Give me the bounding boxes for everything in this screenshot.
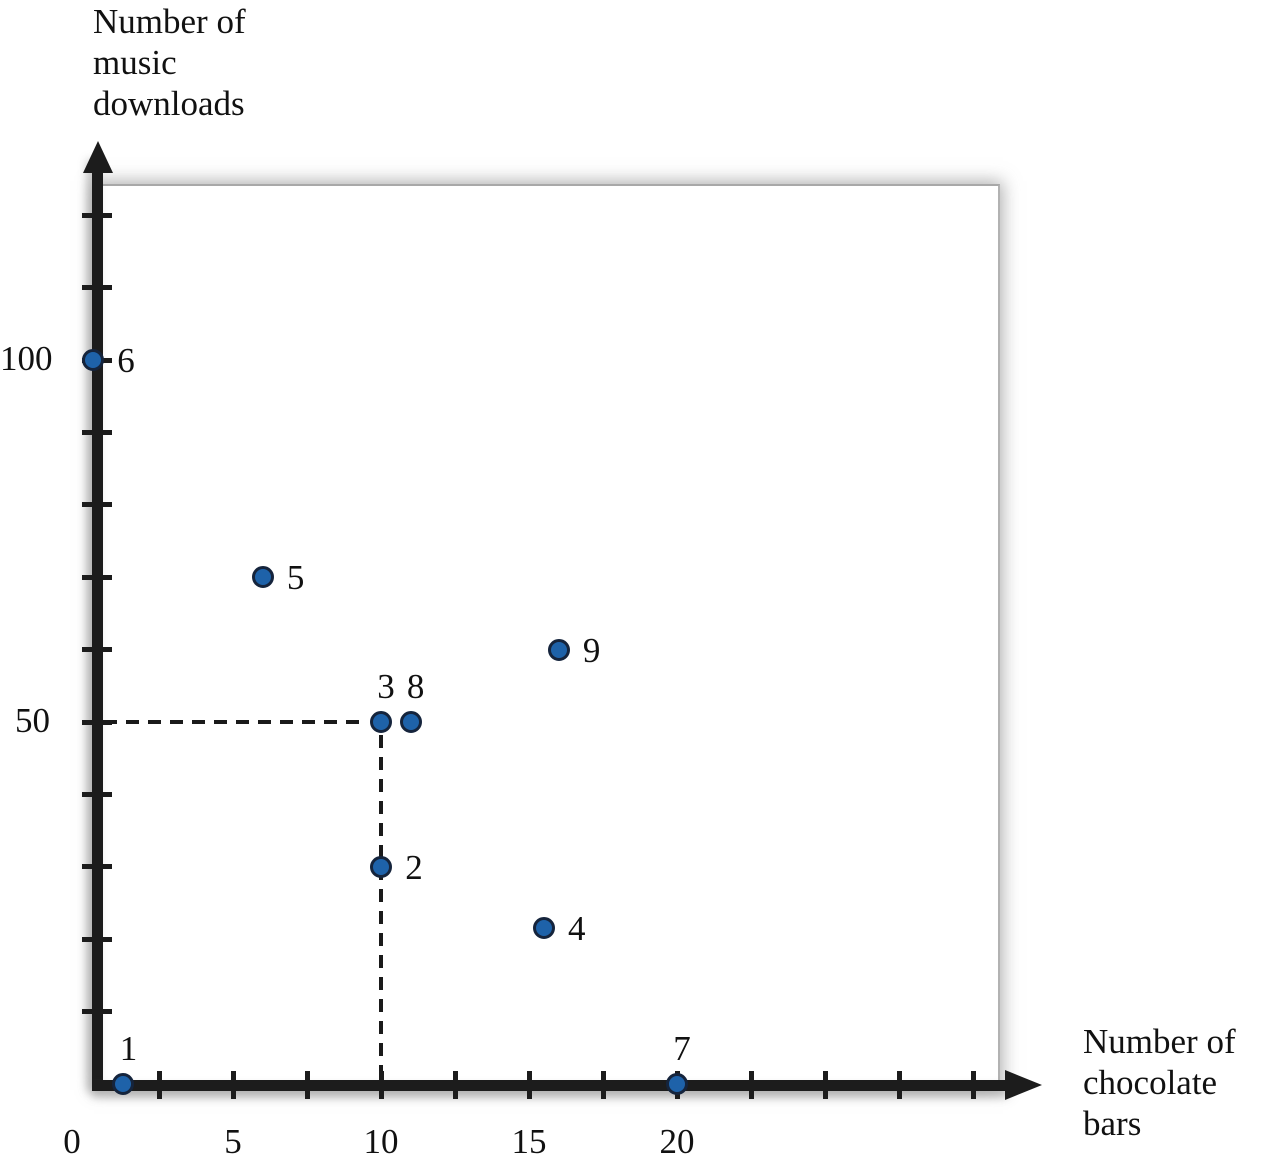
plot-area	[97, 184, 1000, 1087]
point-label-1: 1	[119, 1029, 138, 1068]
x-axis-title-line: chocolate bars	[1083, 1063, 1218, 1143]
data-point-4	[532, 917, 555, 940]
data-point-6	[82, 349, 104, 371]
point-label-3: 3	[377, 667, 395, 706]
point-label-2: 2	[405, 847, 423, 887]
y-axis-title-line: music	[93, 43, 177, 82]
y-axis-title-line: downloads	[93, 84, 245, 123]
y-axis-tick	[82, 791, 112, 797]
x-axis-tick	[748, 1071, 754, 1099]
x-axis-title: Number of chocolate bars	[1083, 1021, 1275, 1144]
data-point-1	[112, 1073, 135, 1095]
y-axis-tick	[82, 429, 112, 435]
y-axis-tick	[82, 719, 112, 725]
point-label-9: 9	[582, 630, 601, 670]
y-axis-arrowhead	[83, 141, 113, 173]
y-tick-label: 100	[0, 339, 53, 379]
y-axis-tick	[82, 1009, 112, 1015]
guide-line-vertical	[379, 735, 383, 1080]
y-axis-tick	[82, 864, 112, 870]
y-axis-tick	[82, 647, 112, 653]
y-axis-tick	[82, 285, 112, 291]
x-axis-line	[92, 1080, 1008, 1091]
data-point-2	[370, 855, 392, 878]
y-axis-tick	[82, 502, 112, 508]
x-axis-tick	[822, 1071, 828, 1099]
x-axis-tick	[896, 1071, 902, 1099]
y-axis-tick	[82, 574, 112, 580]
point-label-7: 7	[673, 1029, 691, 1068]
point-label-6: 6	[117, 341, 135, 380]
data-point-7	[666, 1073, 688, 1095]
data-point-5	[251, 566, 274, 589]
x-axis-tick	[970, 1071, 976, 1099]
y-axis-tick	[82, 212, 112, 218]
x-axis-arrowhead	[1005, 1070, 1042, 1100]
y-tick-label: 50	[15, 701, 50, 741]
x-axis-tick	[156, 1071, 162, 1099]
x-axis-title-line: Number of	[1083, 1022, 1236, 1061]
y-axis-title: Number of music downloads	[93, 1, 246, 124]
x-axis-tick	[452, 1071, 458, 1099]
x-axis-tick	[230, 1071, 236, 1099]
x-axis-tick	[600, 1071, 606, 1099]
y-axis-title-line: Number of	[93, 2, 246, 41]
guide-line-horizontal	[104, 720, 368, 724]
x-tick-label: 10	[363, 1122, 399, 1161]
data-point-3	[370, 711, 392, 733]
point-label-5: 5	[286, 558, 305, 598]
y-axis-line	[92, 160, 103, 1091]
x-tick-label: 20	[659, 1122, 695, 1161]
x-axis-tick	[378, 1071, 384, 1099]
x-tick-label: 0	[63, 1122, 81, 1161]
x-tick-label: 5	[224, 1122, 242, 1161]
y-axis-tick	[82, 936, 112, 942]
point-label-4: 4	[568, 909, 586, 949]
data-point-9	[547, 638, 570, 661]
x-axis-tick	[304, 1071, 310, 1099]
x-axis-tick	[526, 1071, 532, 1099]
point-label-8: 8	[406, 667, 425, 706]
data-point-8	[399, 711, 422, 733]
x-tick-label: 15	[511, 1122, 547, 1161]
